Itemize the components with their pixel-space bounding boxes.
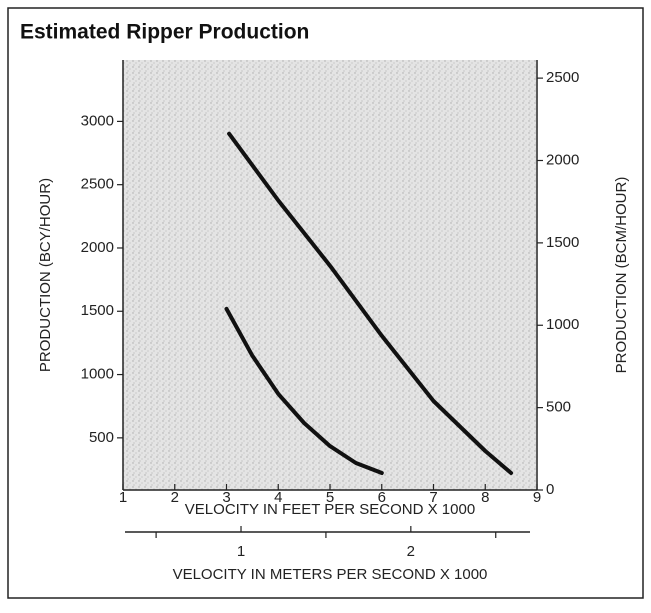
- chart-title: Estimated Ripper Production: [20, 21, 309, 44]
- y2-tick-label: 500: [546, 399, 571, 416]
- x-tick-label: 5: [326, 489, 334, 506]
- x2-tick-label: 2: [407, 543, 415, 560]
- x2-axis-label: VELOCITY IN METERS PER SECOND X 1000: [173, 566, 488, 583]
- curve: [227, 131, 514, 475]
- y-axis-label: PRODUCTION (BCY/HOUR): [37, 178, 54, 372]
- x-tick-label: 6: [378, 489, 386, 506]
- curve: [224, 306, 384, 475]
- y2-tick-label: 2500: [546, 69, 579, 86]
- y-tick-label: 3000: [81, 112, 114, 129]
- x2-tick-label: 1: [237, 543, 245, 560]
- x-tick-label: 7: [429, 489, 437, 506]
- x-tick-label: 8: [481, 489, 489, 506]
- x-tick-label: 1: [119, 489, 127, 506]
- y2-axis-label: PRODUCTION (BCM/HOUR): [613, 177, 630, 374]
- frame: [7, 7, 644, 599]
- x-axis-label: VELOCITY IN FEET PER SECOND X 1000: [185, 501, 475, 518]
- x-tick-label: 2: [171, 489, 179, 506]
- x-tick-label: 9: [533, 489, 541, 506]
- x-tick-label: 4: [274, 489, 282, 506]
- y2-tick-label: 0: [546, 481, 554, 498]
- y-tick-label: 2000: [81, 239, 114, 256]
- y2-tick-label: 1000: [546, 316, 579, 333]
- y-tick-label: 1000: [81, 366, 114, 383]
- plot-background: [123, 60, 536, 490]
- y2-tick-label: 1500: [546, 234, 579, 251]
- y-tick-label: 500: [89, 429, 114, 446]
- y2-tick-label: 2000: [546, 151, 579, 168]
- x-tick-label: 3: [222, 489, 230, 506]
- y-tick-label: 1500: [81, 302, 114, 319]
- y-tick-label: 2500: [81, 176, 114, 193]
